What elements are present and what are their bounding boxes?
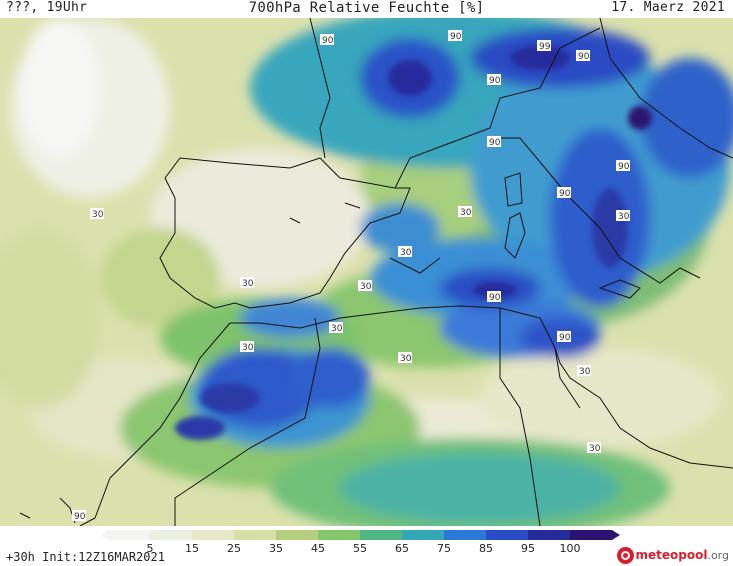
- logo-tld: .org: [707, 548, 729, 562]
- colorbar-tick-label: 35: [269, 542, 283, 555]
- svg-text:90: 90: [450, 32, 462, 42]
- humidity-map: 90 90 99 90 90 90 90 90 90 30 30 30 30 3…: [0, 18, 733, 526]
- colorbar-tick-label: 25: [227, 542, 241, 555]
- init-time: +30h Init:12Z16MAR2021: [6, 550, 165, 564]
- svg-text:90: 90: [578, 52, 590, 62]
- contour-label: 30: [587, 442, 601, 454]
- contour-label: 30: [577, 365, 591, 377]
- colorbar: [100, 530, 620, 540]
- contour-label: 90: [557, 187, 571, 199]
- contour-label: 90: [72, 510, 86, 522]
- colorbar-tick-label: 5: [146, 542, 154, 555]
- colorbar-cell: [360, 530, 402, 540]
- contour-label: 90: [557, 331, 571, 343]
- svg-text:90: 90: [559, 189, 571, 199]
- svg-text:99: 99: [539, 42, 551, 52]
- coastlines: [19, 18, 733, 526]
- colorbar-tick-label: 15: [185, 542, 199, 555]
- svg-text:90: 90: [74, 512, 86, 522]
- svg-text:30: 30: [400, 354, 412, 364]
- contour-label: 30: [240, 277, 254, 289]
- colorbar-tick-label: 55: [353, 542, 367, 555]
- contour-label: 30: [398, 352, 412, 364]
- svg-text:30: 30: [242, 279, 254, 289]
- colorbar-cell: [486, 530, 528, 540]
- header: ???, 19Uhr 700hPa Relative Feuchte [%] 1…: [0, 0, 733, 18]
- valid-time: ???, 19Uhr: [6, 0, 88, 15]
- colorbar-tick-label: 100: [559, 542, 581, 555]
- colorbar-cell: [150, 530, 192, 540]
- colorbar-cell: [528, 530, 570, 540]
- contour-label: 30: [240, 341, 254, 353]
- logo-icon: [616, 546, 634, 564]
- contour-label: 90: [448, 30, 462, 42]
- svg-text:30: 30: [589, 444, 601, 454]
- svg-text:30: 30: [579, 367, 591, 377]
- colorbar-tick-label: 45: [311, 542, 325, 555]
- contour-label: 30: [458, 206, 472, 218]
- svg-text:30: 30: [460, 208, 472, 218]
- colorbar-arrow-left: [100, 530, 108, 540]
- colorbar-cell: [570, 530, 612, 540]
- logo-name: meteopool: [635, 548, 708, 562]
- colorbar-tick-label: 85: [479, 542, 493, 555]
- colorbar-cell: [444, 530, 486, 540]
- colorbar-cell: [192, 530, 234, 540]
- contour-label: 90: [487, 136, 501, 148]
- svg-text:90: 90: [489, 293, 501, 303]
- svg-text:30: 30: [331, 324, 343, 334]
- svg-text:30: 30: [618, 212, 630, 222]
- svg-text:30: 30: [360, 282, 372, 292]
- svg-text:30: 30: [400, 248, 412, 258]
- contour-label: 99: [537, 40, 551, 52]
- colorbar-tick-label: 75: [437, 542, 451, 555]
- svg-text:90: 90: [489, 138, 501, 148]
- svg-text:90: 90: [489, 76, 501, 86]
- humidity-peaks: [175, 46, 652, 440]
- contour-labels: 90 90 99 90 90 90 90 90 90 30 30 30 30 3…: [72, 30, 630, 522]
- svg-text:90: 90: [559, 333, 571, 343]
- svg-text:30: 30: [242, 343, 254, 353]
- colorbar-arrow-right: [612, 530, 620, 540]
- colorbar-cell: [276, 530, 318, 540]
- valid-date: 17. Maerz 2021: [611, 0, 725, 15]
- colorbar-cell: [108, 530, 150, 540]
- contour-label: 30: [616, 210, 630, 222]
- meteopool-logo[interactable]: meteopool .org: [616, 545, 729, 565]
- colorbar-tick-label: 95: [521, 542, 535, 555]
- svg-text:30: 30: [92, 210, 104, 220]
- contour-label: 30: [358, 280, 372, 292]
- contour-label: 90: [487, 291, 501, 303]
- colorbar-cell: [234, 530, 276, 540]
- contour-label: 30: [398, 246, 412, 258]
- svg-text:90: 90: [618, 162, 630, 172]
- contour-label: 90: [487, 74, 501, 86]
- colorbar-cell: [402, 530, 444, 540]
- svg-text:90: 90: [322, 36, 334, 46]
- contour-label: 90: [616, 160, 630, 172]
- contour-label: 30: [90, 208, 104, 220]
- contour-label: 90: [576, 50, 590, 62]
- map-title: 700hPa Relative Feuchte [%]: [248, 0, 485, 16]
- contour-label: 30: [329, 322, 343, 334]
- contour-label: 90: [320, 34, 334, 46]
- colorbar-tick-label: 65: [395, 542, 409, 555]
- colorbar-cell: [318, 530, 360, 540]
